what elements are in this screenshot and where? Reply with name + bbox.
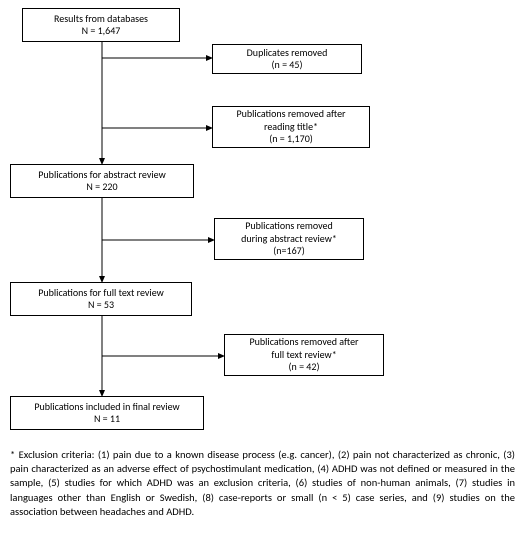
node-full-text-review: Publications for full text review N = 53 (10, 282, 192, 316)
node-line: N = 53 (88, 299, 114, 312)
node-line: Publications removed after (236, 108, 345, 121)
node-line: N = 1,647 (82, 25, 121, 38)
node-line: (n = 42) (289, 361, 320, 374)
node-removed-full-text: Publications removed after full text rev… (224, 334, 384, 376)
node-results-from-databases: Results from databases N = 1,647 (22, 8, 180, 42)
node-duplicates-removed: Duplicates removed (n = 45) (212, 44, 362, 74)
node-line: (n = 45) (272, 59, 303, 72)
node-line: N = 220 (86, 181, 117, 194)
node-line: (n = 1,170) (269, 133, 313, 146)
node-removed-after-title: Publications removed after reading title… (212, 106, 370, 148)
node-line: Publications removed after (249, 336, 358, 349)
node-line: (n=167) (273, 245, 305, 258)
node-abstract-review: Publications for abstract review N = 220 (10, 164, 194, 198)
node-line: Publications removed (245, 220, 333, 233)
exclusion-criteria-footnote: * Exclusion criteria: (1) pain due to a … (10, 448, 515, 519)
node-included-final: Publications included in final review N … (10, 396, 204, 430)
node-line: N = 11 (94, 413, 120, 426)
node-removed-abstract-review: Publications removed during abstract rev… (214, 218, 364, 260)
footnote-text: * Exclusion criteria: (1) pain due to a … (10, 448, 515, 518)
flowchart-canvas: Results from databases N = 1,647 Duplica… (0, 0, 523, 550)
